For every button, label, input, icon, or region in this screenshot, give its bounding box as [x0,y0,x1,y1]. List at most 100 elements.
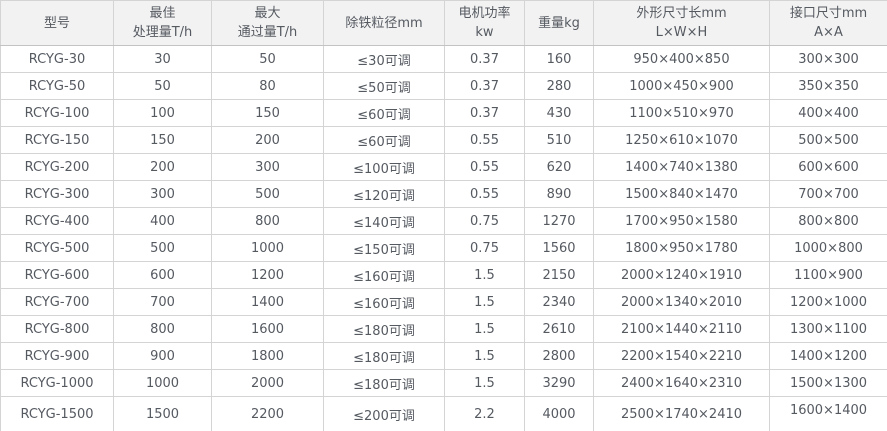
table-row: RCYG-1000 1000 2000 ≤180可调 1.5 3290 2400×1640×… [0,369,887,397]
cell-weight: 890 [524,180,594,208]
cell-motor-power: 0.75 [444,207,525,235]
cell-best-capacity: 600 [113,261,212,289]
cell-weight: 3290 [524,369,594,397]
cell-motor-power: 1.5 [444,369,525,397]
cell-motor-power: 1.5 [444,261,525,289]
cell-best-capacity: 50 [113,72,212,100]
cell-max-throughput: 300 [211,153,324,181]
cell-weight: 510 [524,126,594,154]
cell-weight: 1560 [524,234,594,262]
column-header-motor-power: 电机功率 kw [444,0,525,46]
cell-iron-particle: ≤120可调 [323,180,445,208]
cell-motor-power: 0.55 [444,126,525,154]
cell-iron-particle: ≤180可调 [323,315,445,343]
table-row: RCYG-600 600 1200 ≤160可调 1.5 2150 2000×1240×19… [0,261,887,289]
table-row: RCYG-800 800 1600 ≤180可调 1.5 2610 2100×1440×21… [0,315,887,343]
cell-best-capacity: 150 [113,126,212,154]
cell-model: RCYG-1000 [0,369,114,397]
column-header-weight: 重量kg [524,0,594,46]
cell-weight: 620 [524,153,594,181]
cell-max-throughput: 2000 [211,369,324,397]
cell-weight: 2150 [524,261,594,289]
cell-dimensions: 2100×1440×2110 [593,315,770,343]
cell-interface-size: 1200×1000 [769,288,887,316]
cell-weight: 430 [524,99,594,127]
cell-dimensions: 2200×1540×2210 [593,342,770,370]
header-row: 型号 最佳 处理量T/h 最大 通过量T/h 除铁粒径mm 电机功率 kw 重量kg 外形尺寸长m… [0,0,887,46]
cell-max-throughput: 800 [211,207,324,235]
cell-model: RCYG-800 [0,315,114,343]
cell-model: RCYG-700 [0,288,114,316]
cell-model: RCYG-150 [0,126,114,154]
cell-interface-size: 300×300 [769,45,887,73]
table-row: RCYG-100 100 150 ≤60可调 0.37 430 1100×510×970 40… [0,99,887,127]
table-row: RCYG-700 700 1400 ≤160可调 1.5 2340 2000×1340×20… [0,288,887,316]
cell-iron-particle: ≤180可调 [323,342,445,370]
cell-iron-particle: ≤150可调 [323,234,445,262]
cell-best-capacity: 100 [113,99,212,127]
table-row: RCYG-500 500 1000 ≤150可调 0.75 1560 1800×950×17… [0,234,887,262]
column-header-best-capacity: 最佳 处理量T/h [113,0,212,46]
cell-interface-size: 1600×1400 [769,396,887,431]
cell-model: RCYG-500 [0,234,114,262]
cell-iron-particle: ≤200可调 [323,396,445,431]
cell-interface-size: 350×350 [769,72,887,100]
cell-dimensions: 1400×740×1380 [593,153,770,181]
cell-weight: 1270 [524,207,594,235]
cell-interface-size: 400×400 [769,99,887,127]
cell-iron-particle: ≤100可调 [323,153,445,181]
cell-dimensions: 1500×840×1470 [593,180,770,208]
cell-best-capacity: 400 [113,207,212,235]
table-row: RCYG-200 200 300 ≤100可调 0.55 620 1400×740×1380… [0,153,887,181]
cell-interface-size: 700×700 [769,180,887,208]
cell-max-throughput: 80 [211,72,324,100]
cell-interface-size: 1400×1200 [769,342,887,370]
table-row: RCYG-900 900 1800 ≤180可调 1.5 2800 2200×1540×22… [0,342,887,370]
cell-dimensions: 2000×1240×1910 [593,261,770,289]
table-body: RCYG-30 30 50 ≤30可调 0.37 160 950×400×850 300×30… [0,45,887,431]
cell-motor-power: 0.55 [444,153,525,181]
cell-weight: 280 [524,72,594,100]
column-header-interface-size: 接口尺寸mm A×A [769,0,887,46]
column-header-max-throughput: 最大 通过量T/h [211,0,324,46]
cell-dimensions: 950×400×850 [593,45,770,73]
cell-weight: 2610 [524,315,594,343]
cell-dimensions: 2400×1640×2310 [593,369,770,397]
cell-motor-power: 0.55 [444,180,525,208]
cell-dimensions: 2500×1740×2410 [593,396,770,431]
cell-iron-particle: ≤180可调 [323,369,445,397]
cell-best-capacity: 300 [113,180,212,208]
cell-best-capacity: 200 [113,153,212,181]
table-row: RCYG-150 150 200 ≤60可调 0.55 510 1250×610×1070 5… [0,126,887,154]
cell-best-capacity: 700 [113,288,212,316]
cell-model: RCYG-600 [0,261,114,289]
cell-iron-particle: ≤160可调 [323,261,445,289]
table-row: RCYG-30 30 50 ≤30可调 0.37 160 950×400×850 300×30… [0,45,887,73]
cell-motor-power: 0.37 [444,99,525,127]
cell-interface-size: 1300×1100 [769,315,887,343]
table-row: RCYG-1500 1500 2200 ≤200可调 2.2 4000 2500×1740×… [0,396,887,431]
cell-interface-size: 1100×900 [769,261,887,289]
cell-interface-size: 500×500 [769,126,887,154]
cell-model: RCYG-50 [0,72,114,100]
cell-max-throughput: 1800 [211,342,324,370]
cell-max-throughput: 1000 [211,234,324,262]
cell-motor-power: 0.37 [444,45,525,73]
cell-dimensions: 1250×610×1070 [593,126,770,154]
cell-iron-particle: ≤30可调 [323,45,445,73]
column-header-iron-particle: 除铁粒径mm [323,0,445,46]
cell-best-capacity: 800 [113,315,212,343]
cell-interface-size: 1000×800 [769,234,887,262]
cell-max-throughput: 1400 [211,288,324,316]
cell-max-throughput: 1200 [211,261,324,289]
cell-interface-size: 800×800 [769,207,887,235]
cell-best-capacity: 900 [113,342,212,370]
cell-weight: 4000 [524,396,594,431]
cell-model: RCYG-1500 [0,396,114,431]
cell-max-throughput: 200 [211,126,324,154]
cell-iron-particle: ≤60可调 [323,99,445,127]
cell-model: RCYG-200 [0,153,114,181]
cell-interface-size: 1500×1300 [769,369,887,397]
